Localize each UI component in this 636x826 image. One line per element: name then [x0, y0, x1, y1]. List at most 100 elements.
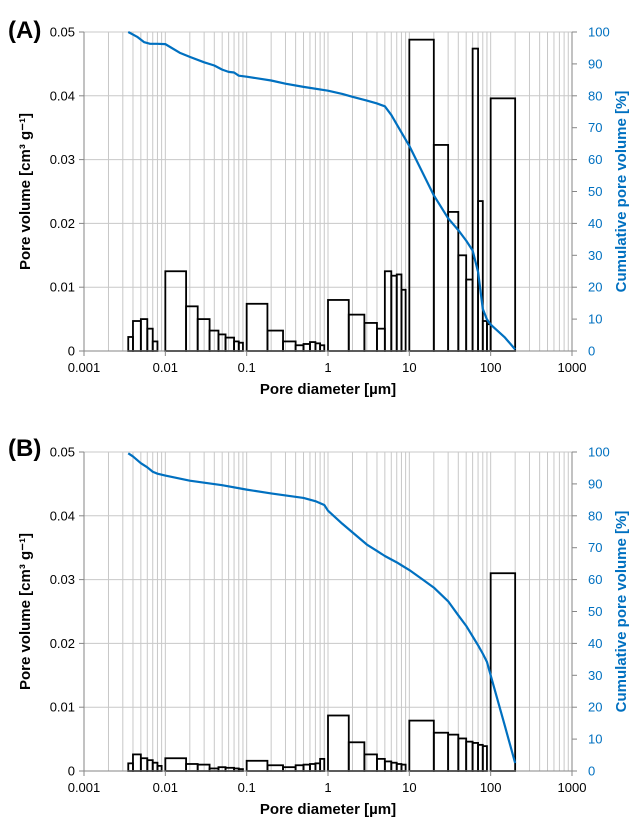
- y-tick-label: 0.02: [50, 216, 75, 231]
- histogram-bar: [489, 572, 517, 772]
- histogram-bar: [400, 288, 407, 352]
- histogram-bar: [327, 299, 350, 352]
- y2-tick-label: 40: [588, 216, 602, 231]
- histogram-bar: [132, 320, 142, 352]
- histogram-bar: [185, 763, 199, 772]
- histogram-bar: [151, 340, 159, 352]
- y2-tick-label: 40: [588, 636, 602, 651]
- histogram-bar: [457, 737, 468, 772]
- histogram-bar: [294, 764, 305, 772]
- histogram-bar: [447, 733, 460, 772]
- y2-tick-label: 50: [588, 604, 602, 619]
- y2-tick-label: 10: [588, 312, 602, 327]
- histogram-bar: [282, 766, 297, 772]
- histogram-bar: [400, 763, 407, 772]
- y2-axis-title: Cumulative pore volume [%]: [613, 511, 630, 713]
- histogram-bar: [164, 757, 187, 772]
- histogram-bar: [457, 254, 468, 352]
- y-tick-label: 0.01: [50, 280, 75, 295]
- x-tick-label: 10: [402, 360, 416, 375]
- y2-tick-label: 20: [588, 280, 602, 295]
- histogram-bar: [164, 270, 187, 352]
- y-tick-label: 0: [68, 344, 75, 359]
- x-tick-label: 100: [480, 780, 502, 795]
- panel-label: (B): [8, 435, 41, 462]
- y2-tick-label: 100: [588, 445, 610, 460]
- y-axis-title: Pore volume [cm³ g⁻¹]: [17, 113, 34, 270]
- x-tick-label: 0.01: [153, 360, 178, 375]
- histogram-bar: [139, 318, 149, 352]
- histogram-bar: [294, 344, 305, 352]
- x-tick-label: 10: [402, 780, 416, 795]
- x-tick-label: 1: [324, 780, 331, 795]
- y2-tick-label: 60: [588, 152, 602, 167]
- histogram-bar: [432, 144, 450, 352]
- histogram-bar: [481, 745, 488, 772]
- chart-panel-a: 0 0.01 0.02 0.03 0.04 0.05 0 10 20 30 40 50 60 70 80 90…: [8, 17, 630, 398]
- histogram-bar: [465, 278, 474, 352]
- histogram-bar: [302, 343, 311, 352]
- histogram-bar: [217, 333, 227, 352]
- y2-tick-label: 30: [588, 248, 602, 263]
- x-axis-title: Pore diameter [µm]: [260, 801, 396, 818]
- y2-tick-label: 80: [588, 508, 602, 523]
- histogram-bar: [408, 719, 435, 772]
- histogram-bar: [266, 329, 284, 352]
- histogram-bar: [363, 753, 378, 772]
- x-tick-label: 0.001: [68, 360, 101, 375]
- histogram-bar: [302, 763, 311, 772]
- y-tick-label: 0: [68, 764, 75, 779]
- y-tick-label: 0.04: [50, 88, 75, 103]
- y2-tick-label: 70: [588, 120, 602, 135]
- cumulative-line: [127, 31, 516, 351]
- y2-tick-label: 0: [588, 344, 595, 359]
- histogram-bar: [196, 763, 211, 772]
- y2-tick-label: 10: [588, 732, 602, 747]
- histogram-bar: [217, 766, 227, 772]
- histogram-bar: [156, 764, 163, 772]
- histogram-bar: [185, 305, 199, 352]
- x-tick-label: 100: [480, 360, 502, 375]
- histogram-bar: [327, 714, 350, 772]
- histogram-bar: [376, 757, 386, 772]
- histogram-bar: [489, 97, 517, 352]
- y2-tick-label: 60: [588, 572, 602, 587]
- histogram-bar: [196, 318, 211, 352]
- histogram-bar: [447, 211, 460, 352]
- histogram-bar: [266, 764, 284, 772]
- x-axis-title: Pore diameter [µm]: [260, 381, 396, 398]
- y-tick-label: 0.04: [50, 508, 75, 523]
- y-tick-label: 0.05: [50, 445, 75, 460]
- histogram-bar: [132, 753, 142, 772]
- histogram-bar: [383, 270, 393, 352]
- histogram-bar: [347, 741, 366, 772]
- histogram-bar: [383, 760, 393, 772]
- y-tick-label: 0.05: [50, 25, 75, 40]
- y-tick-label: 0.03: [50, 572, 75, 587]
- y2-tick-label: 50: [588, 184, 602, 199]
- y-tick-label: 0.03: [50, 152, 75, 167]
- histogram-bar: [363, 322, 378, 352]
- y-tick-label: 0.01: [50, 700, 75, 715]
- y2-axis-title: Cumulative pore volume [%]: [613, 91, 630, 293]
- y2-tick-label: 20: [588, 700, 602, 715]
- y-axis-title: Pore volume [cm³ g⁻¹]: [17, 533, 34, 690]
- histogram-bar: [432, 731, 450, 772]
- chart-panel-b: 0 0.01 0.02 0.03 0.04 0.05 0 10 20 30 40 50 60 70 80 90…: [8, 435, 630, 818]
- histogram-bar: [465, 740, 474, 772]
- histogram-bar: [282, 340, 297, 352]
- y2-tick-label: 90: [588, 476, 602, 491]
- histogram-bar: [245, 302, 269, 352]
- histogram-bar: [319, 344, 326, 352]
- histogram-bar: [319, 757, 326, 772]
- cumulative-line: [127, 452, 517, 764]
- y2-tick-label: 0: [588, 764, 595, 779]
- x-tick-label: 0.001: [68, 780, 101, 795]
- histogram-bar: [347, 313, 366, 352]
- x-tick-label: 0.1: [238, 780, 256, 795]
- y2-tick-label: 80: [588, 88, 602, 103]
- y2-tick-label: 70: [588, 540, 602, 555]
- x-tick-label: 0.1: [238, 360, 256, 375]
